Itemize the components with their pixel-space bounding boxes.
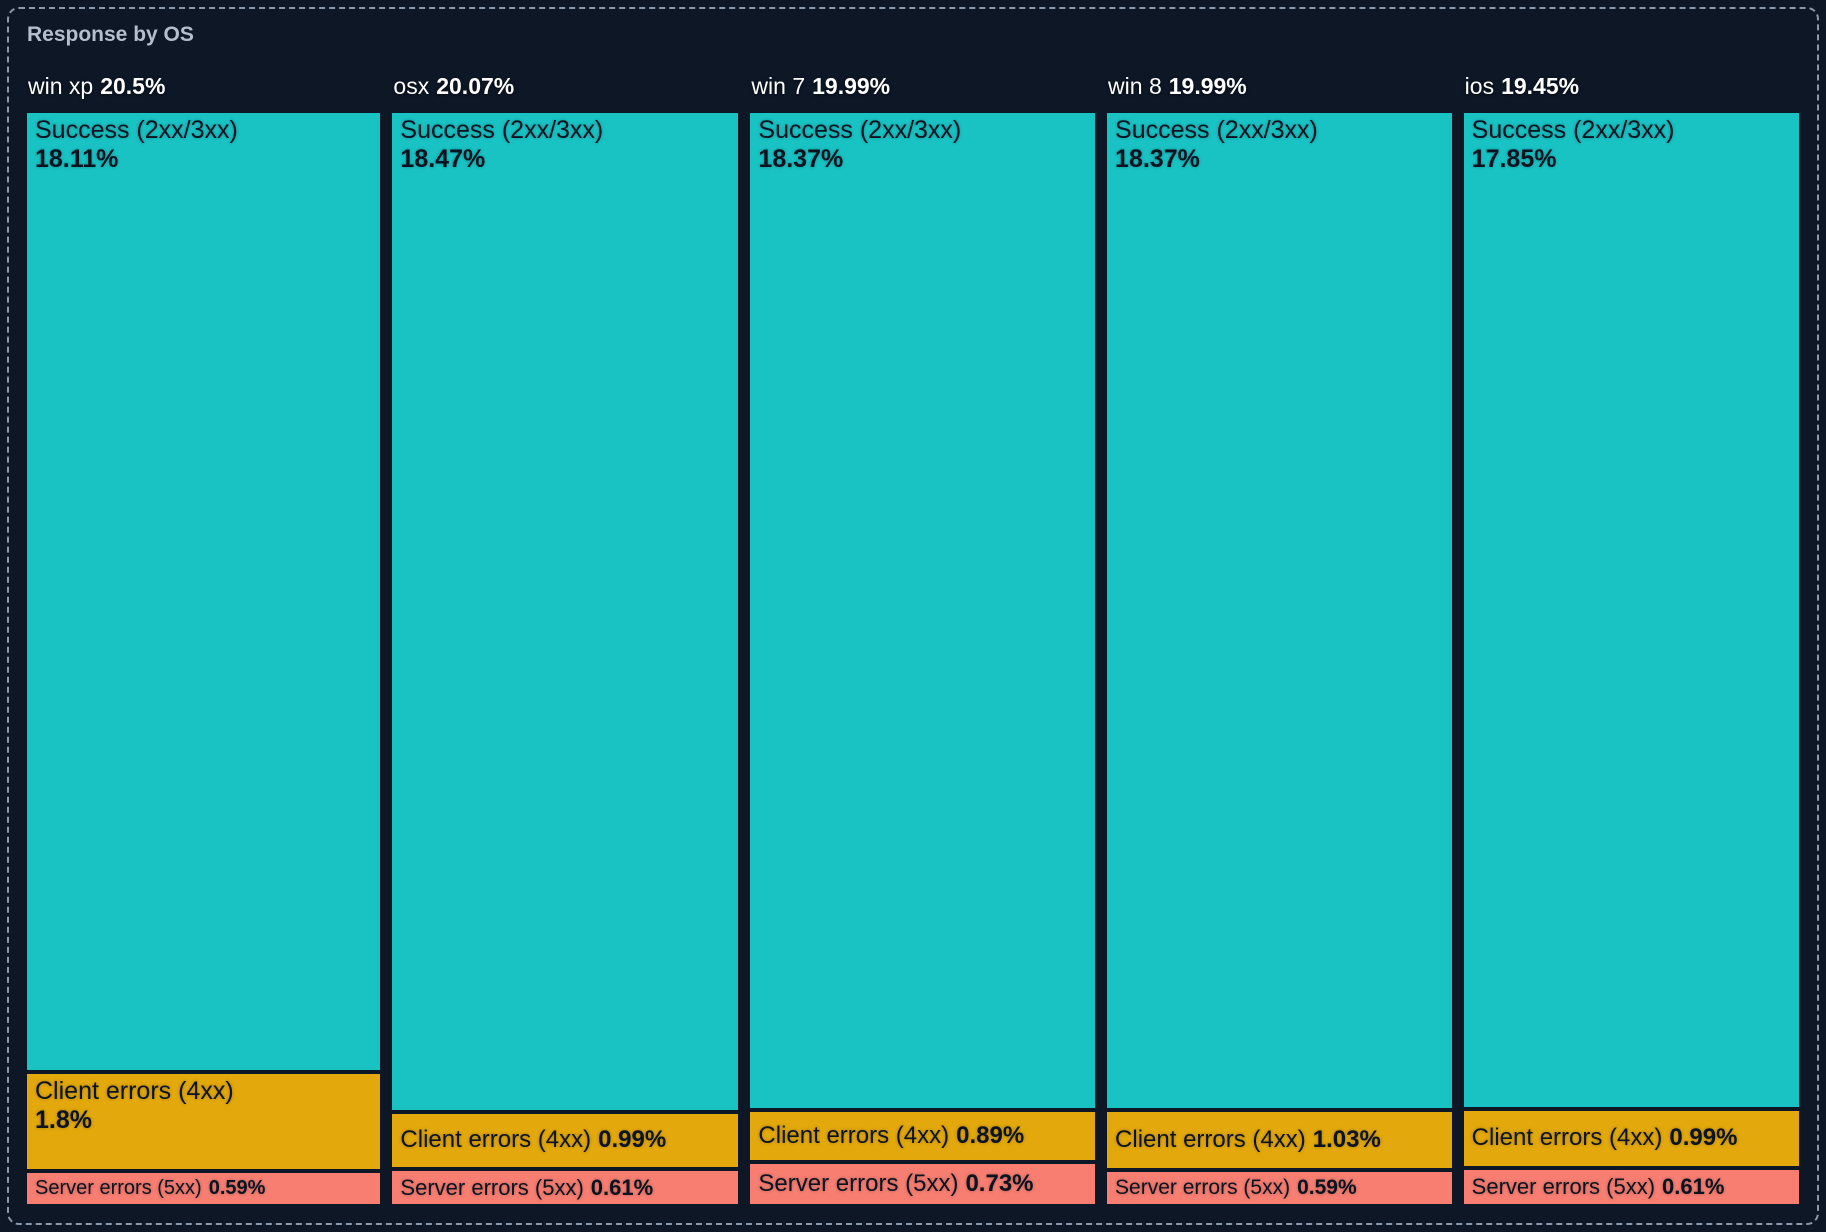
- segment-label: Server errors (5xx) 0.61%: [1464, 1170, 1799, 1204]
- segment-name: Success (2xx/3xx): [758, 116, 962, 144]
- segment-name: Server errors (5xx): [400, 1174, 584, 1200]
- segment-name: Server errors (5xx): [758, 1170, 959, 1198]
- segment-name: Client errors (4xx): [1471, 1124, 1663, 1152]
- success-2xx-3xx-block-win-7[interactable]: Success (2xx/3xx) 18.37%: [750, 113, 1096, 1109]
- client-errors-4xx-block-win-7[interactable]: Client errors (4xx) 0.89%: [750, 1112, 1096, 1161]
- os-name: osx: [393, 73, 430, 99]
- client-errors-4xx-block-osx[interactable]: Client errors (4xx) 0.99%: [392, 1113, 739, 1168]
- os-column-osx: osx 20.07% Success (2xx/3xx) 18.47% Client e…: [392, 73, 739, 1204]
- os-name: win 7: [751, 73, 806, 99]
- server-errors-5xx-block-win-8[interactable]: Server errors (5xx) 0.59%: [1107, 1172, 1452, 1204]
- os-column-win-xp: win xp 20.5% Success (2xx/3xx) 18.11% Client…: [27, 73, 381, 1204]
- segment-name: Success (2xx/3xx): [1115, 116, 1318, 144]
- segment-percent: 0.59%: [208, 1176, 266, 1199]
- segment-name: Client errors (4xx): [1115, 1126, 1306, 1154]
- segment-percent: 0.89%: [956, 1122, 1025, 1150]
- server-errors-5xx-block-ios[interactable]: Server errors (5xx) 0.61%: [1463, 1170, 1799, 1204]
- os-percent: 19.99%: [812, 73, 891, 99]
- segment-percent: 1.8%: [35, 1105, 92, 1134]
- os-column-ios: ios 19.45% Success (2xx/3xx) 17.85% Client e…: [1463, 73, 1799, 1204]
- server-errors-5xx-block-win-7[interactable]: Server errors (5xx) 0.73%: [750, 1164, 1096, 1204]
- segment-name: Server errors (5xx): [1471, 1174, 1656, 1200]
- success-2xx-3xx-block-ios[interactable]: Success (2xx/3xx) 17.85%: [1463, 113, 1799, 1107]
- segment-label: Client errors (4xx) 1.8%: [27, 1074, 380, 1135]
- success-2xx-3xx-block-win-xp[interactable]: Success (2xx/3xx) 18.11%: [27, 113, 381, 1070]
- segment-percent: 18.37%: [1115, 145, 1200, 173]
- segment-percent: 0.99%: [598, 1126, 667, 1154]
- os-header-win-7[interactable]: win 7 19.99%: [750, 73, 1095, 113]
- segment-percent: 1.03%: [1312, 1126, 1381, 1154]
- os-percent: 19.45%: [1501, 73, 1580, 99]
- segment-percent: 18.11%: [35, 145, 119, 173]
- segment-name: Success (2xx/3xx): [35, 116, 238, 144]
- segment-label: Server errors (5xx) 0.59%: [1107, 1172, 1452, 1204]
- os-header-osx[interactable]: osx 20.07%: [392, 73, 738, 113]
- segment-name: Server errors (5xx): [1115, 1176, 1291, 1200]
- os-segments: Success (2xx/3xx) 18.11% Client errors (4x…: [27, 113, 381, 1204]
- segment-label: Client errors (4xx) 0.89%: [750, 1112, 1095, 1160]
- treemap-chart: win xp 20.5% Success (2xx/3xx) 18.11% Client…: [27, 73, 1799, 1204]
- segment-percent: 18.37%: [758, 145, 844, 173]
- segment-percent: 0.73%: [965, 1170, 1034, 1198]
- os-percent: 20.5%: [100, 73, 166, 99]
- segment-label: Client errors (4xx) 0.99%: [392, 1114, 738, 1167]
- success-2xx-3xx-block-win-8[interactable]: Success (2xx/3xx) 18.37%: [1107, 113, 1452, 1109]
- client-errors-4xx-block-win-xp[interactable]: Client errors (4xx) 1.8%: [27, 1073, 381, 1169]
- success-2xx-3xx-block-osx[interactable]: Success (2xx/3xx) 18.47%: [392, 113, 739, 1110]
- os-percent: 19.99%: [1168, 73, 1247, 99]
- os-segments: Success (2xx/3xx) 18.47% Client errors (4x…: [392, 113, 739, 1204]
- os-percent: 20.07%: [436, 73, 515, 99]
- segment-label: Client errors (4xx) 1.03%: [1107, 1112, 1452, 1168]
- segment-label: Client errors (4xx) 0.99%: [1464, 1111, 1799, 1166]
- segment-label: Success (2xx/3xx) 18.37%: [1107, 113, 1452, 174]
- os-segments: Success (2xx/3xx) 18.37% Client errors (4x…: [1107, 113, 1452, 1204]
- segment-percent: 0.61%: [1662, 1174, 1725, 1200]
- segment-percent: 17.85%: [1471, 145, 1557, 173]
- segment-name: Server errors (5xx): [35, 1176, 202, 1199]
- segment-name: Success (2xx/3xx): [1471, 116, 1675, 144]
- segment-name: Success (2xx/3xx): [400, 116, 604, 144]
- os-header-win-8[interactable]: win 8 19.99%: [1107, 73, 1452, 113]
- segment-label: Success (2xx/3xx) 18.11%: [27, 113, 380, 174]
- segment-percent: 0.99%: [1669, 1124, 1738, 1152]
- os-column-win-7: win 7 19.99% Success (2xx/3xx) 18.37% Client…: [750, 73, 1096, 1204]
- client-errors-4xx-block-win-8[interactable]: Client errors (4xx) 1.03%: [1107, 1112, 1452, 1169]
- os-name: win 8: [1108, 73, 1162, 99]
- segment-label: Success (2xx/3xx) 18.47%: [392, 113, 738, 174]
- os-segments: Success (2xx/3xx) 17.85% Client errors (4x…: [1463, 113, 1799, 1204]
- segment-percent: 0.59%: [1297, 1176, 1357, 1200]
- segment-percent: 18.47%: [400, 145, 486, 173]
- segment-label: Success (2xx/3xx) 17.85%: [1464, 113, 1799, 174]
- panel-title: Response by OS: [27, 23, 194, 46]
- os-header-ios[interactable]: ios 19.45%: [1464, 73, 1799, 113]
- segment-label: Server errors (5xx) 0.59%: [27, 1173, 380, 1204]
- client-errors-4xx-block-ios[interactable]: Client errors (4xx) 0.99%: [1463, 1110, 1799, 1167]
- segment-name: Client errors (4xx): [35, 1076, 234, 1105]
- segment-percent: 0.61%: [590, 1174, 654, 1200]
- segment-name: Client errors (4xx): [758, 1122, 950, 1150]
- os-segments: Success (2xx/3xx) 18.37% Client errors (4x…: [750, 113, 1096, 1204]
- os-name: win xp: [28, 73, 94, 99]
- os-name: ios: [1464, 73, 1495, 99]
- os-column-win-8: win 8 19.99% Success (2xx/3xx) 18.37% Client…: [1107, 73, 1452, 1204]
- segment-label: Success (2xx/3xx) 18.37%: [750, 113, 1095, 174]
- server-errors-5xx-block-win-xp[interactable]: Server errors (5xx) 0.59%: [27, 1172, 381, 1204]
- os-header-win-xp[interactable]: win xp 20.5%: [27, 73, 380, 113]
- segment-label: Server errors (5xx) 0.73%: [750, 1164, 1095, 1204]
- segment-name: Client errors (4xx): [400, 1126, 592, 1154]
- segment-label: Server errors (5xx) 0.61%: [392, 1171, 738, 1204]
- server-errors-5xx-block-osx[interactable]: Server errors (5xx) 0.61%: [392, 1171, 739, 1204]
